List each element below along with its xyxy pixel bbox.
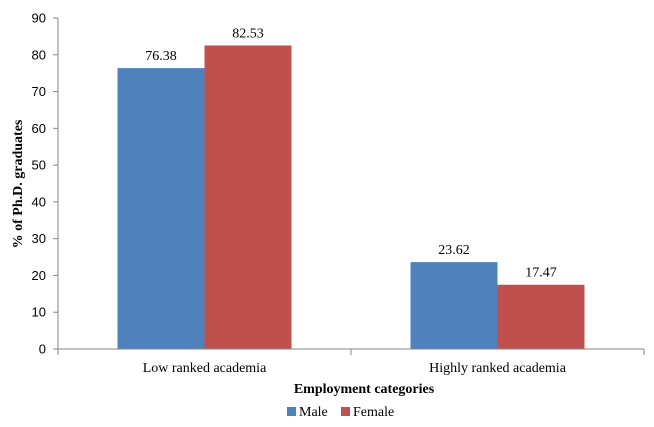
y-tick-label: 0 — [39, 342, 46, 357]
y-tick-label: 30 — [32, 231, 46, 246]
legend-swatch-male — [287, 407, 296, 416]
legend-swatch-female — [341, 407, 350, 416]
bars — [117, 45, 585, 350]
y-tick-label: 70 — [32, 84, 46, 99]
legend-label-male: Male — [299, 405, 328, 420]
y-tick-label: 80 — [32, 47, 46, 62]
legend-label-female: Female — [353, 405, 394, 420]
data-label: 82.53 — [232, 26, 264, 41]
y-tick-label: 20 — [32, 268, 46, 283]
data-label: 17.47 — [525, 266, 557, 281]
x-axis-title: Employment categories — [294, 382, 435, 397]
axes — [57, 18, 645, 355]
y-tick-label: 10 — [32, 305, 46, 320]
bar-female-2 — [497, 284, 585, 349]
data-label: 23.62 — [438, 243, 470, 258]
y-axis-title: % of Ph.D. graduates — [11, 119, 26, 248]
bar-male-1 — [117, 68, 205, 349]
legend: Male Female — [287, 405, 394, 420]
bar-female-1 — [204, 45, 292, 350]
bar-male-2 — [410, 262, 498, 349]
y-tick-label: 50 — [32, 158, 46, 173]
y-tick-label: 60 — [32, 121, 46, 136]
data-labels: 76.38 82.53 23.62 17.47 — [145, 26, 557, 280]
category-label: Highly ranked academia — [429, 361, 567, 376]
category-labels: Low ranked academia Highly ranked academi… — [143, 361, 567, 376]
data-label: 76.38 — [145, 49, 177, 64]
y-axis-ticks: 0 10 20 30 40 50 60 70 80 90 — [32, 11, 58, 357]
category-label: Low ranked academia — [143, 361, 267, 376]
y-tick-label: 90 — [32, 11, 46, 26]
y-tick-label: 40 — [32, 194, 46, 209]
